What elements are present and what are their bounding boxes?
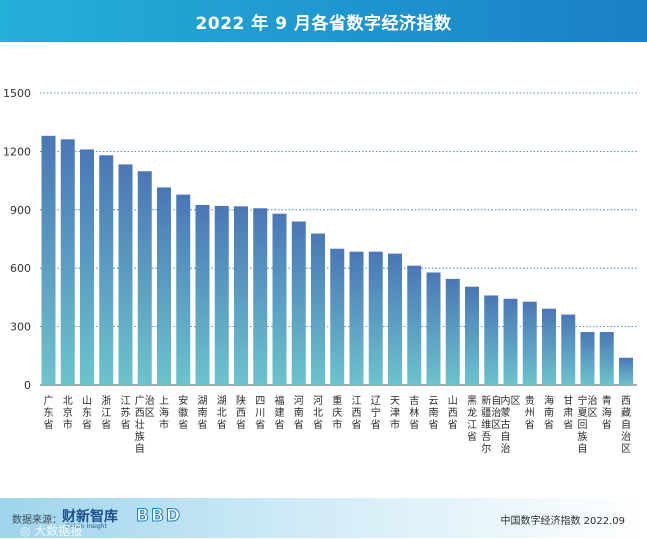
x-tick-label: 浙江省 — [101, 395, 111, 431]
footer-note: 中国数字经济指数 2022.09 — [500, 516, 625, 527]
bar — [311, 233, 325, 385]
x-tick-label: 河南省 — [294, 395, 304, 431]
y-tick-label: 300 — [10, 321, 31, 334]
x-tick-label: 海南省 — [544, 394, 554, 431]
bar — [272, 213, 287, 385]
bar — [80, 149, 94, 385]
bar — [388, 253, 402, 385]
bar — [445, 278, 460, 385]
x-tick-label: 安徽省 — [178, 394, 188, 431]
x-tick-label: 上海市 — [159, 395, 169, 431]
bar — [349, 251, 364, 385]
bar — [619, 357, 633, 385]
bar — [484, 295, 499, 385]
x-tick-label: 山东省 — [82, 395, 92, 431]
x-tick-label: 山西省 — [448, 395, 458, 431]
x-tick-label: 重庆市 — [332, 394, 342, 431]
x-tick-label: 广东省 — [44, 395, 54, 431]
x-tick-label: 江苏省 — [121, 395, 131, 431]
x-tick-label: 广西壮族自治区 — [135, 394, 155, 455]
x-tick-label: 福建省 — [275, 394, 285, 431]
bar — [465, 286, 479, 385]
bar — [157, 187, 171, 385]
y-tick-label: 1200 — [3, 145, 31, 158]
bar — [60, 139, 75, 385]
x-tick-label: 北京市 — [63, 395, 73, 431]
x-tick-label: 黑龙江省 — [467, 395, 477, 443]
brand-bbd-logo: BBD — [135, 506, 183, 527]
bar — [368, 251, 383, 385]
bar — [599, 332, 614, 385]
bar — [291, 221, 306, 385]
bar — [41, 135, 56, 385]
x-tick-label: 辽宁省 — [371, 395, 381, 431]
x-tick-label: 河北省 — [313, 395, 323, 431]
brand-caixin-sub: Caixin Insight — [66, 523, 107, 530]
x-tick-label: 江西省 — [352, 395, 362, 431]
bar — [176, 194, 191, 385]
bar — [407, 265, 422, 385]
bar — [118, 164, 133, 385]
x-tick-label: 西藏自治区 — [621, 396, 631, 455]
watermark: ◎ 大数据报 — [20, 524, 83, 538]
x-tick-label: 云南省 — [429, 396, 439, 431]
x-tick-label: 宁夏回族自治区 — [578, 394, 598, 455]
x-tick-label: 新疆维吾尔自治区 — [481, 394, 501, 455]
bar — [195, 204, 210, 385]
bar — [137, 171, 152, 385]
bar — [253, 208, 268, 385]
bar — [234, 206, 248, 385]
bar — [503, 298, 518, 385]
x-tick-label: 贵州省 — [525, 394, 535, 431]
y-tick-label: 900 — [10, 204, 31, 217]
brand-caixin-logo: 财新智库 — [62, 509, 118, 525]
bar-chart: 0 300 600 900 1200 1500 广东省北京市山东省浙江省江苏省广西壮族自治… — [3, 87, 637, 455]
x-tick-label: 陕西省 — [236, 394, 246, 431]
bar — [580, 332, 595, 385]
x-tick-label: 内蒙古自治区 — [501, 394, 521, 455]
bar — [561, 314, 576, 385]
x-tick-label: 青海省 — [602, 394, 612, 431]
bar — [542, 308, 556, 385]
bar — [330, 248, 345, 385]
bar — [522, 301, 537, 385]
x-tick-label: 四川省 — [255, 396, 265, 431]
y-tick-label: 0 — [24, 379, 31, 392]
x-tick-label: 湖北省 — [217, 395, 227, 431]
y-tick-label: 600 — [10, 262, 31, 275]
bar — [426, 272, 441, 385]
x-tick-label: 天津市 — [390, 396, 400, 431]
source-label: 数据来源： — [12, 515, 62, 526]
bar — [214, 205, 229, 385]
chart-title-bar: 2022 年 9 月各省数字经济指数 — [0, 0, 647, 42]
footer: 数据来源： 财新智库 Caixin Insight BBD ◎ 大数据报 中国数… — [0, 498, 647, 538]
x-tick-label: 湖南省 — [198, 395, 208, 431]
chart-title: 2022 年 9 月各省数字经济指数 — [195, 13, 452, 34]
y-tick-label: 1500 — [3, 87, 31, 100]
x-tick-label: 甘肃省 — [563, 394, 573, 431]
x-tick-label: 吉林省 — [409, 395, 419, 431]
bar — [99, 155, 114, 385]
